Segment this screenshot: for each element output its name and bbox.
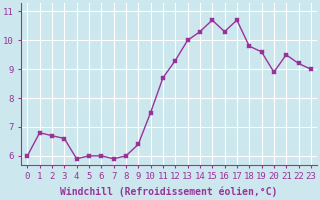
- X-axis label: Windchill (Refroidissement éolien,°C): Windchill (Refroidissement éolien,°C): [60, 187, 278, 197]
